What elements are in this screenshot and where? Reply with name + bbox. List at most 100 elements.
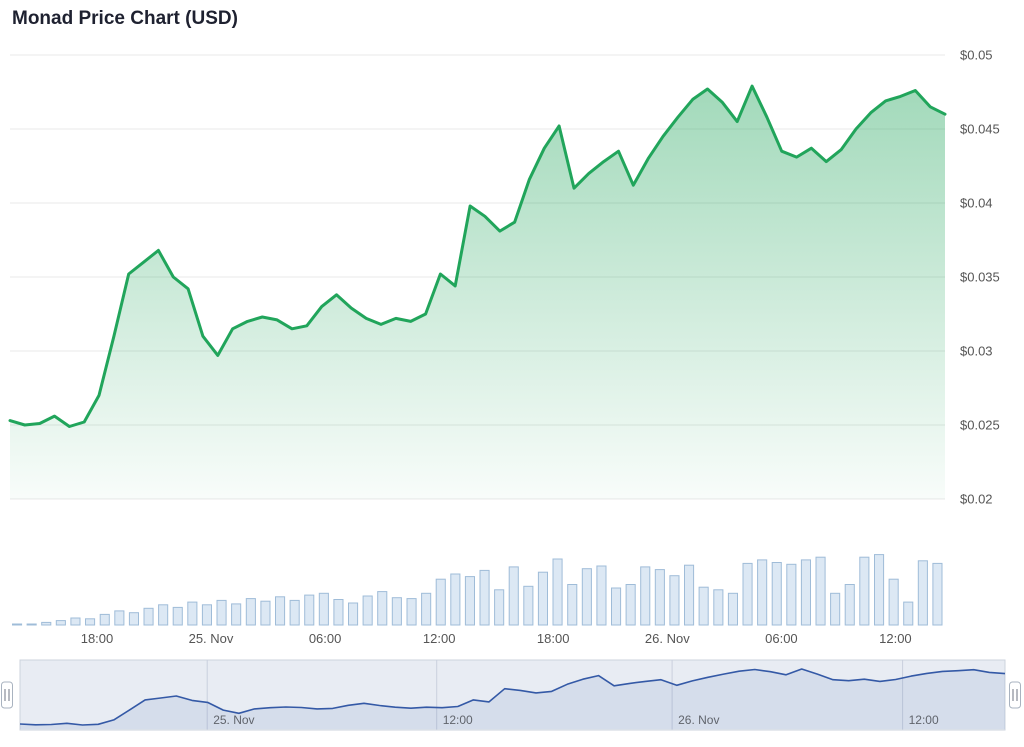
y-axis-label: $0.02: [960, 492, 993, 507]
volume-bar: [800, 559, 812, 626]
x-axis-labels: 18:00 25. Nov 06:00 12:00 18:00 26. Nov 06:00 1…: [81, 631, 912, 646]
volume-bar: [187, 601, 198, 626]
volume-bar: [611, 587, 622, 626]
volume-bar: [289, 599, 300, 626]
y-axis-label: $0.035: [960, 270, 1000, 285]
volume-bar: [464, 576, 475, 626]
volume-bar: [275, 596, 286, 626]
navigator-mask[interactable]: [19, 659, 1006, 731]
navigator-right-handle-grip-box[interactable]: [1009, 681, 1021, 709]
navigator-label: 25. Nov: [213, 713, 254, 727]
volume-bar: [742, 562, 753, 626]
volume-bar: [640, 566, 651, 626]
volume-bar: [523, 585, 534, 626]
volume-bar: [537, 571, 549, 626]
volume-bar: [684, 564, 695, 626]
y-axis-label: $0.045: [960, 122, 1000, 137]
volume-bar: [844, 584, 855, 626]
y-axis-label: $0.05: [960, 48, 993, 63]
volume-bar: [727, 592, 739, 626]
volume-bar: [698, 586, 709, 626]
volume-bar: [903, 601, 914, 626]
volume-bar: [581, 568, 592, 626]
navigator-right-handle[interactable]: [1009, 681, 1021, 709]
navigator-series-line: [19, 668, 1006, 726]
volume-bar: [625, 584, 636, 626]
volume-bar: [771, 562, 782, 626]
volume-bar: [874, 554, 885, 626]
navigator-label: 12:00: [909, 713, 939, 727]
volume-bar: [669, 575, 680, 626]
navigator: 25. Nov 12:00 26. Nov 12:00: [1, 659, 1021, 731]
volume-bar: [85, 618, 96, 626]
volume-bar: [713, 589, 724, 626]
volume-bar: [932, 562, 943, 626]
volume-bar: [304, 594, 315, 626]
volume-bar: [158, 604, 169, 626]
y-axis-label: $0.03: [960, 344, 993, 359]
x-axis-label: 26. Nov: [645, 631, 690, 646]
volume-bar: [508, 566, 519, 626]
volume-bar: [26, 623, 37, 626]
volume-bar: [114, 610, 125, 626]
volume-bar: [830, 592, 841, 626]
volume-bar: [391, 597, 402, 626]
volume-bar: [55, 620, 66, 626]
volume-bar: [245, 598, 256, 626]
price-area: [10, 86, 945, 499]
volume-bar: [377, 591, 388, 626]
volume-bars: [12, 554, 943, 626]
volume-bar: [260, 600, 271, 626]
volume-bar: [12, 623, 23, 626]
volume-bar: [552, 558, 563, 626]
volume-bar: [143, 607, 154, 626]
volume-bar: [450, 573, 461, 626]
navigator-label: 26. Nov: [678, 713, 719, 727]
volume-bar: [172, 606, 183, 626]
volume-bar: [362, 595, 373, 626]
volume-bar: [654, 569, 665, 626]
volume-bar: [333, 599, 344, 626]
x-axis-label: 25. Nov: [189, 631, 234, 646]
navigator-left-handle-grip-box[interactable]: [1, 681, 13, 709]
volume-bar: [917, 560, 928, 626]
volume-bar: [216, 599, 227, 626]
volume-bar: [596, 565, 607, 626]
volume-bar: [567, 584, 578, 626]
volume-bar: [231, 603, 242, 626]
y-axis-labels: $0.05 $0.045 $0.04 $0.035 $0.03 $0.025 $0.02: [960, 48, 1000, 507]
volume-bar: [888, 578, 899, 626]
volume-bar: [494, 589, 505, 626]
volume-bar: [41, 621, 52, 626]
volume-bar: [406, 598, 417, 626]
volume-bar: [128, 612, 139, 626]
volume-bar: [99, 613, 110, 626]
x-axis-label: 18:00: [81, 631, 114, 646]
volume-bar: [435, 578, 446, 626]
price-line: [8, 84, 947, 428]
x-axis-label: 18:00: [537, 631, 570, 646]
navigator-left-handle[interactable]: [1, 681, 13, 709]
volume-bar: [815, 556, 826, 626]
volume-bar: [348, 602, 359, 626]
volume-bar: [318, 592, 329, 626]
x-axis-label: 06:00: [765, 631, 798, 646]
y-axis-label: $0.04: [960, 196, 993, 211]
x-axis-label: 06:00: [309, 631, 342, 646]
x-axis-label: 12:00: [423, 631, 456, 646]
y-axis-label: $0.025: [960, 418, 1000, 433]
volume-bar: [201, 604, 212, 626]
volume-bar: [479, 569, 490, 626]
volume-bar: [859, 556, 870, 626]
navigator-series-area: [20, 669, 1005, 729]
volume-bar: [421, 592, 432, 626]
volume-bar: [786, 563, 797, 626]
volume-bar: [757, 559, 768, 626]
chart-title: Monad Price Chart (USD): [12, 8, 238, 29]
navigator-label: 12:00: [443, 713, 473, 727]
x-axis-label: 12:00: [879, 631, 912, 646]
plot-area[interactable]: [10, 55, 945, 499]
volume-bar: [70, 617, 81, 626]
